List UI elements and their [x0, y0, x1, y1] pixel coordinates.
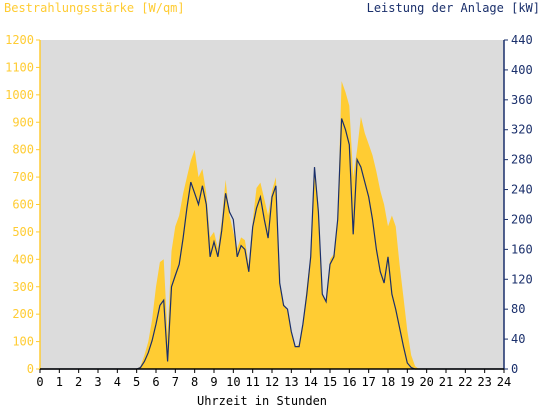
right-axis-ticks: 0 40 80 120 160 200 240 280 320 360 400 440	[504, 33, 533, 376]
right-tick-label: 280	[511, 153, 533, 167]
right-tick-label: 360	[511, 93, 533, 107]
x-tick-label: 0	[36, 375, 43, 389]
right-tick-label: 440	[511, 33, 533, 47]
left-tick-label: 1000	[5, 88, 34, 102]
right-tick-label: 240	[511, 183, 533, 197]
x-tick-label: 24	[497, 375, 511, 389]
left-axis-ticks: 0 100 200 300 400 500 600 700 800 900 1000 1100 1200	[5, 33, 40, 376]
right-tick-label: 40	[511, 332, 525, 346]
x-tick-label: 19	[400, 375, 414, 389]
left-tick-label: 800	[12, 143, 34, 157]
x-tick-label: 14	[303, 375, 317, 389]
x-tick-label: 21	[439, 375, 453, 389]
x-tick-label: 12	[265, 375, 279, 389]
x-tick-label: 18	[381, 375, 395, 389]
x-tick-label: 1	[56, 375, 63, 389]
x-tick-label: 4	[114, 375, 121, 389]
x-tick-label: 5	[133, 375, 140, 389]
x-axis-title: Uhrzeit in Stunden	[197, 394, 327, 408]
right-tick-label: 80	[511, 302, 525, 316]
x-axis-ticks: 0 1 2 3 4 5 6 7 8 9 10 11 12 13 14 15 16 17 18 19 20 21 22 23 24	[36, 369, 511, 389]
left-tick-label: 300	[12, 280, 34, 294]
x-tick-label: 20	[419, 375, 433, 389]
irradiance-area	[40, 81, 504, 369]
x-tick-label: 23	[477, 375, 491, 389]
x-tick-label: 3	[94, 375, 101, 389]
x-tick-label: 10	[226, 375, 240, 389]
right-tick-label: 200	[511, 212, 533, 226]
left-tick-label: 900	[12, 115, 34, 129]
irradiance-series	[40, 81, 504, 369]
left-tick-label: 700	[12, 170, 34, 184]
x-tick-label: 13	[284, 375, 298, 389]
left-tick-label: 500	[12, 225, 34, 239]
x-tick-label: 11	[245, 375, 259, 389]
left-tick-label: 600	[12, 198, 34, 212]
left-axis-title: Bestrahlungsstärke [W/qm]	[4, 1, 185, 15]
x-tick-label: 15	[323, 375, 337, 389]
x-tick-label: 6	[152, 375, 159, 389]
right-tick-label: 160	[511, 242, 533, 256]
right-tick-label: 400	[511, 63, 533, 77]
x-tick-label: 9	[210, 375, 217, 389]
right-tick-label: 0	[511, 362, 518, 376]
right-axis-title: Leistung der Anlage [kW]	[367, 1, 540, 15]
x-tick-label: 16	[342, 375, 356, 389]
left-tick-label: 400	[12, 252, 34, 266]
left-tick-label: 1200	[5, 33, 34, 47]
power-series	[40, 118, 504, 370]
x-tick-label: 8	[191, 375, 198, 389]
left-tick-label: 200	[12, 307, 34, 321]
left-tick-label: 100	[12, 335, 34, 349]
right-tick-label: 320	[511, 123, 533, 137]
x-tick-label: 7	[172, 375, 179, 389]
right-tick-label: 120	[511, 272, 533, 286]
left-tick-label: 1100	[5, 60, 34, 74]
x-tick-label: 17	[361, 375, 375, 389]
x-tick-label: 2	[75, 375, 82, 389]
power-line	[40, 118, 504, 370]
x-tick-label: 22	[458, 375, 472, 389]
left-tick-label: 0	[27, 362, 34, 376]
